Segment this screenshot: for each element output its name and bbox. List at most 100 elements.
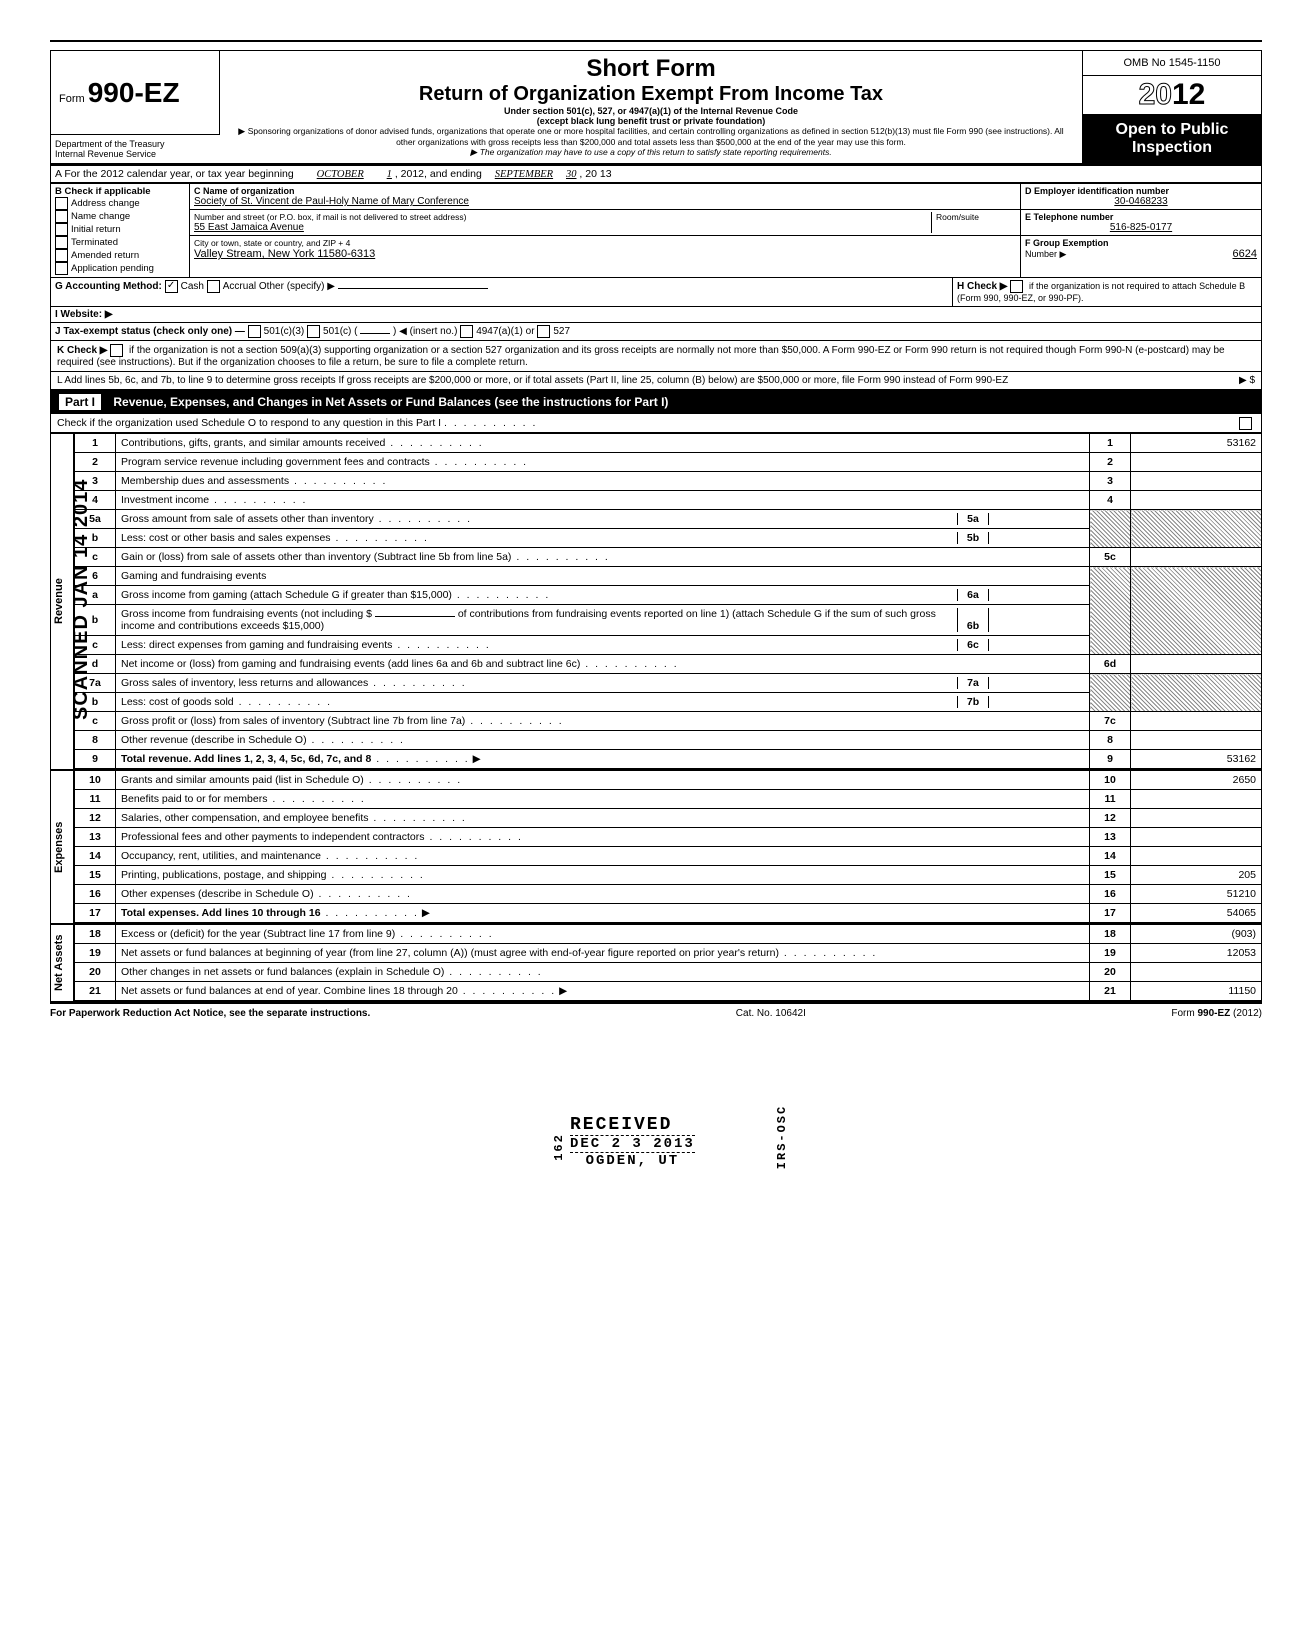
j-501c: 501(c) ( bbox=[323, 326, 357, 337]
line-2: 2Program service revenue including gover… bbox=[75, 453, 1262, 472]
dept-box: Department of the Treasury Internal Reve… bbox=[50, 135, 220, 164]
j-501c-checkbox[interactable] bbox=[307, 325, 320, 338]
shaded-7v bbox=[1131, 674, 1262, 712]
stamp-received-text: RECEIVED bbox=[570, 1115, 695, 1136]
line-a-end-year: , 20 13 bbox=[579, 168, 611, 180]
g-cash-checkbox[interactable] bbox=[165, 280, 178, 293]
c-label: C Name of organization bbox=[194, 186, 1016, 196]
line-6c: cLess: direct expenses from gaming and f… bbox=[75, 636, 1262, 655]
shaded-7 bbox=[1090, 674, 1131, 712]
c-addr-label: Number and street (or P.O. box, if mail … bbox=[194, 212, 931, 222]
line-a-prefix: A For the 2012 calendar year, or tax yea… bbox=[55, 168, 294, 180]
form-number-box: Form 990-EZ bbox=[50, 50, 220, 135]
row-l: L Add lines 5b, 6c, and 7b, to line 9 to… bbox=[50, 372, 1262, 390]
line-a-end: SEPTEMBER bbox=[495, 169, 553, 180]
h-label: H Check ▶ bbox=[957, 281, 1007, 292]
f-label: F Group Exemption bbox=[1025, 238, 1257, 248]
form-number: Form 990-EZ bbox=[59, 77, 211, 109]
j-501c3-checkbox[interactable] bbox=[248, 325, 261, 338]
line-11: 11Benefits paid to or for members11 bbox=[75, 790, 1262, 809]
side-netassets: Net Assets bbox=[50, 924, 74, 1002]
b-item-1[interactable]: Name change bbox=[55, 210, 185, 223]
e-tel-row: E Telephone number 516-825-0177 bbox=[1021, 210, 1261, 236]
omb-box: OMB No 1545-1150 bbox=[1082, 50, 1262, 76]
b-item-4[interactable]: Amended return bbox=[55, 249, 185, 262]
part1-checkbox[interactable] bbox=[1239, 417, 1252, 430]
row-i: I Website: ▶ bbox=[50, 307, 1262, 323]
stamp-side-irs: IRS-OSC bbox=[775, 1105, 789, 1169]
line-7c: cGross profit or (loss) from sales of in… bbox=[75, 712, 1262, 731]
lines-outer: Revenue 1Contributions, gifts, grants, a… bbox=[50, 433, 1262, 770]
c-name-row: C Name of organization Society of St. Vi… bbox=[190, 184, 1020, 210]
line-a-begin: OCTOBER bbox=[317, 169, 364, 180]
form-container: Form 990-EZ Department of the Treasury I… bbox=[50, 40, 1262, 1023]
note2: The organization may have to use a copy … bbox=[228, 147, 1074, 158]
shaded-5 bbox=[1090, 510, 1131, 548]
line-a: A For the 2012 calendar year, or tax yea… bbox=[50, 164, 1262, 183]
f-group: 6624 bbox=[1233, 248, 1257, 260]
g-other: Other (specify) ▶ bbox=[259, 281, 335, 292]
j-4947: 4947(a)(1) or bbox=[476, 326, 534, 337]
line-16: 16Other expenses (describe in Schedule O… bbox=[75, 885, 1262, 904]
c-room-label: Room/suite bbox=[931, 212, 1016, 233]
part1-header: Part I Revenue, Expenses, and Changes in… bbox=[50, 390, 1262, 414]
j-insert: ) ◀ (insert no.) bbox=[393, 326, 457, 337]
year-suffix: 12 bbox=[1172, 78, 1205, 111]
c-city-label: City or town, state or country, and ZIP … bbox=[194, 238, 1016, 248]
g-accrual-checkbox[interactable] bbox=[207, 280, 220, 293]
l-arrow: ▶ $ bbox=[1175, 375, 1255, 386]
line-19: 19Net assets or fund balances at beginni… bbox=[75, 944, 1262, 963]
line-21: 21Net assets or fund balances at end of … bbox=[75, 982, 1262, 1002]
h-checkbox[interactable] bbox=[1010, 280, 1023, 293]
j-527-checkbox[interactable] bbox=[537, 325, 550, 338]
g-label: G Accounting Method: bbox=[55, 281, 162, 292]
footer-right: Form 990-EZ (2012) bbox=[1171, 1008, 1262, 1019]
h-box: H Check ▶ if the organization is not req… bbox=[952, 278, 1261, 306]
row-j: J Tax-exempt status (check only one) — 5… bbox=[50, 323, 1262, 341]
j-4947-checkbox[interactable] bbox=[460, 325, 473, 338]
form-number-text: 990-EZ bbox=[88, 77, 180, 108]
open-box: Open to Public Inspection bbox=[1082, 115, 1262, 164]
stamp-scanned: SCANNED JAN 14 2014 bbox=[70, 479, 93, 720]
b-item-3[interactable]: Terminated bbox=[55, 236, 185, 249]
line-5c: cGain or (loss) from sale of assets othe… bbox=[75, 548, 1262, 567]
part1-label: Part I bbox=[58, 393, 102, 411]
line-6: 6Gaming and fundraising events bbox=[75, 567, 1262, 586]
footer-mid: Cat. No. 10642I bbox=[736, 1008, 806, 1019]
line-17: 17Total expenses. Add lines 10 through 1… bbox=[75, 904, 1262, 924]
expenses-table: 10Grants and similar amounts paid (list … bbox=[74, 770, 1262, 924]
netassets-table: 18Excess or (deficit) for the year (Subt… bbox=[74, 924, 1262, 1002]
line-6d: dNet income or (loss) from gaming and fu… bbox=[75, 655, 1262, 674]
j-label: J Tax-exempt status (check only one) — bbox=[55, 326, 245, 337]
right-box: OMB No 1545-1150 2012 Open to Public Ins… bbox=[1082, 50, 1262, 164]
d-ein: 30-0468233 bbox=[1025, 196, 1257, 207]
g-cash: Cash bbox=[181, 281, 204, 292]
line-5b: bLess: cost or other basis and sales exp… bbox=[75, 529, 1262, 548]
d-label: D Employer identification number bbox=[1025, 186, 1257, 196]
e-label: E Telephone number bbox=[1025, 212, 1257, 222]
c-addr-row: Number and street (or P.O. box, if mail … bbox=[190, 210, 1020, 236]
f-group-row: F Group Exemption Number ▶ 6624 bbox=[1021, 236, 1261, 262]
j-insert-fill[interactable] bbox=[360, 333, 390, 334]
title-main: Return of Organization Exempt From Incom… bbox=[228, 83, 1074, 106]
b-item-0[interactable]: Address change bbox=[55, 197, 185, 210]
top-rule bbox=[50, 40, 1262, 42]
part1-dots bbox=[444, 417, 537, 429]
k-checkbox[interactable] bbox=[110, 344, 123, 357]
shaded-6 bbox=[1090, 567, 1131, 655]
e-tel: 516-825-0177 bbox=[1025, 222, 1257, 233]
g-other-fill[interactable] bbox=[338, 288, 488, 289]
d-ein-row: D Employer identification number 30-0468… bbox=[1021, 184, 1261, 210]
footer: For Paperwork Reduction Act Notice, see … bbox=[50, 1002, 1262, 1023]
footer-left: For Paperwork Reduction Act Notice, see … bbox=[50, 1008, 370, 1019]
b-item-5[interactable]: Application pending bbox=[55, 262, 185, 275]
line-4: 4Investment income4 bbox=[75, 491, 1262, 510]
line-12: 12Salaries, other compensation, and empl… bbox=[75, 809, 1262, 828]
line-10: 10Grants and similar amounts paid (list … bbox=[75, 771, 1262, 790]
line-13: 13Professional fees and other payments t… bbox=[75, 828, 1262, 847]
note1: Sponsoring organizations of donor advise… bbox=[228, 126, 1074, 147]
g-accrual: Accrual bbox=[223, 281, 256, 292]
b-item-2[interactable]: Initial return bbox=[55, 223, 185, 236]
col-b: B Check if applicable Address change Nam… bbox=[51, 184, 190, 277]
line-3: 3Membership dues and assessments3 bbox=[75, 472, 1262, 491]
